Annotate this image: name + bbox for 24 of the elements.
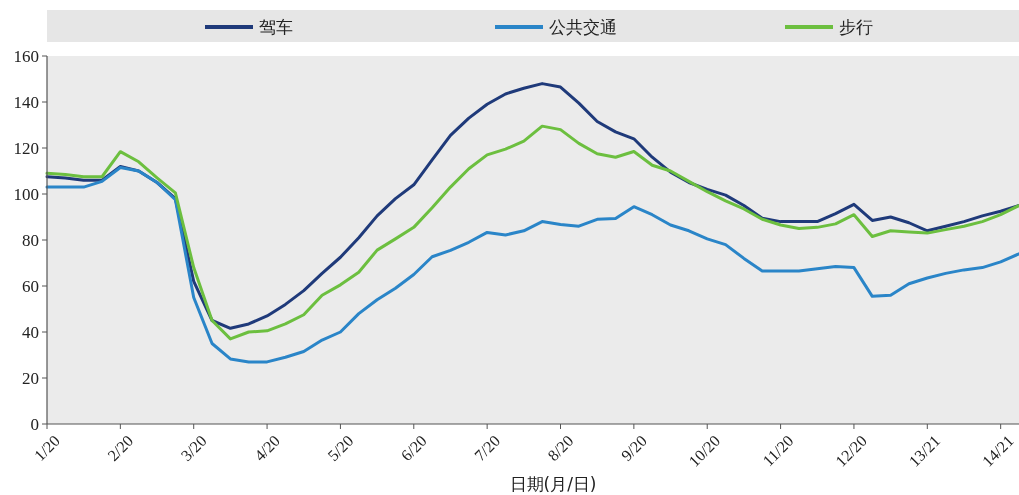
legend-label: 公共交通 [549, 16, 617, 37]
x-axis-title: 日期(月/日) [509, 474, 597, 494]
y-tick-label: 20 [22, 368, 39, 388]
x-tick-label: 5/20 [324, 432, 357, 465]
line-series [45, 166, 1019, 364]
legend-label: 驾车 [259, 16, 293, 37]
y-tick-label: 140 [13, 92, 39, 112]
y-tick-label: 80 [22, 230, 39, 250]
x-tick-label: 4/20 [250, 432, 284, 465]
x-tick-label: 3/20 [177, 432, 210, 465]
y-tick-label: 160 [13, 46, 39, 66]
x-tick-label: 6/20 [397, 432, 430, 465]
line-series [45, 124, 1019, 341]
legend-label: 步行 [839, 16, 873, 37]
x-tick-label: 9/20 [617, 432, 650, 465]
y-tick-label: 40 [22, 322, 39, 342]
x-tick-label: 2/20 [104, 432, 137, 465]
y-tick-label: 120 [13, 138, 39, 158]
x-tick-label: 1/20 [30, 432, 64, 465]
y-tick-label: 60 [22, 276, 39, 296]
x-tick-label: 7/20 [471, 432, 504, 465]
y-tick-label: 0 [30, 414, 39, 434]
y-tick-label: 100 [13, 184, 39, 204]
x-tick-label: 8/20 [544, 432, 577, 465]
